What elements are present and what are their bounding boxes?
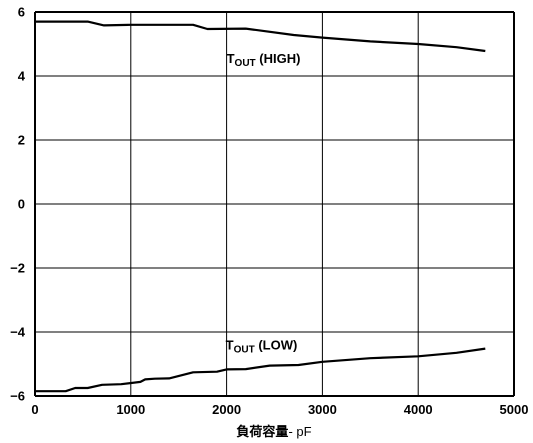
- x-tick-labels: 0 1000 2000 3000 4000 5000: [31, 402, 528, 417]
- series-lines: [35, 20, 486, 393]
- series-label-tout-low: TOUT (LOW): [226, 338, 298, 356]
- x-tick-label: 4000: [404, 402, 433, 417]
- y-tick-label: 6: [18, 5, 25, 20]
- series-line-tout-low: [35, 347, 486, 393]
- x-tick-label: 0: [31, 402, 38, 417]
- x-tick-label: 1000: [116, 402, 145, 417]
- series-line-tout-high: [35, 20, 486, 53]
- x-axis-title-main: 負荷容量: [236, 424, 288, 439]
- y-tick-label: 4: [18, 69, 26, 84]
- grid: [34, 11, 515, 397]
- y-tick-label: 2: [18, 133, 25, 148]
- y-tick-label: −2: [10, 261, 25, 276]
- x-tick-label: 5000: [500, 402, 529, 417]
- series-label-tout-high: TOUT (HIGH): [227, 51, 301, 69]
- x-axis-title-unit: - pF: [288, 424, 311, 439]
- x-tick-label: 2000: [212, 402, 241, 417]
- y-tick-labels: −6 −4 −2 0 2 4 6: [10, 5, 26, 404]
- x-axis-title: 負荷容量- pF: [236, 424, 311, 439]
- x-tick-label: 3000: [308, 402, 337, 417]
- y-tick-label: −4: [10, 325, 26, 340]
- series-labels: TOUT (HIGH) TOUT (LOW): [226, 51, 301, 355]
- y-tick-label: −6: [10, 389, 25, 404]
- y-tick-label: 0: [18, 197, 25, 212]
